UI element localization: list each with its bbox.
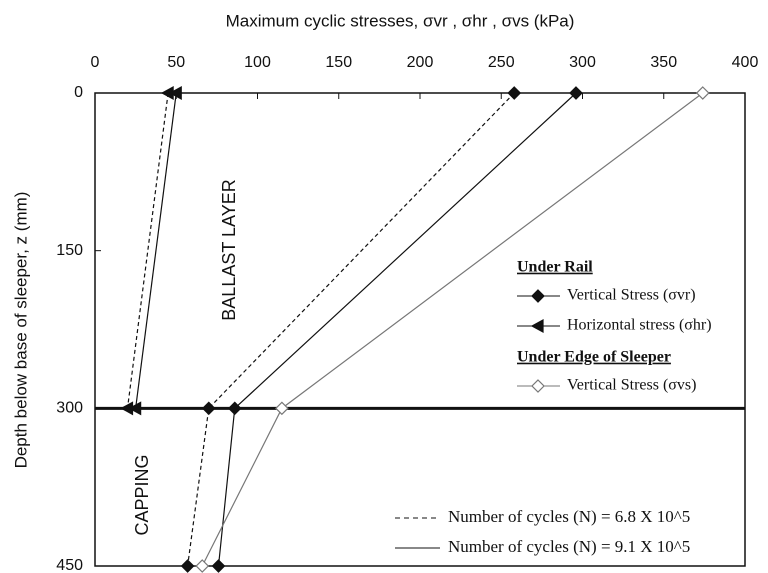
data-point xyxy=(569,86,583,100)
x-tick-label: 400 xyxy=(732,54,759,71)
y-axis-label: Depth below base of sleeper, z (mm) xyxy=(11,192,30,469)
legend-marker xyxy=(531,379,545,393)
x-tick-label: 200 xyxy=(407,54,434,71)
legend-label: Number of cycles (N) = 9.1 X 10^5 xyxy=(448,537,690,556)
x-tick-label: 0 xyxy=(91,54,100,71)
chart-title: Maximum cyclic stresses, σvr , σhr , σvs… xyxy=(226,11,575,30)
data-point xyxy=(227,401,242,416)
data-point xyxy=(211,559,226,573)
legend-label: Horizontal stress (σhr) xyxy=(567,317,712,334)
x-tick-label: 300 xyxy=(569,54,596,71)
series-line xyxy=(135,92,177,409)
y-tick-label: 150 xyxy=(56,242,83,259)
x-tick-label: 50 xyxy=(167,54,185,71)
series-line xyxy=(126,92,169,409)
data-point xyxy=(128,401,142,416)
data-point xyxy=(180,559,195,573)
legend-title: Under Edge of Sleeper xyxy=(517,349,671,366)
y-tick-label: 450 xyxy=(56,557,83,573)
data-point xyxy=(201,401,216,416)
legend-label: Vertical Stress (σvr) xyxy=(567,287,696,304)
x-tick-label: 150 xyxy=(325,54,352,71)
x-tick-label: 250 xyxy=(488,54,515,71)
legend-label: Vertical Stress (σvs) xyxy=(567,377,696,394)
series-line xyxy=(187,92,515,567)
x-tick-label: 100 xyxy=(244,54,271,71)
legend-title: Under Rail xyxy=(517,259,593,276)
legend-marker xyxy=(531,289,545,303)
data-point xyxy=(507,86,522,100)
x-tick-label: 350 xyxy=(650,54,677,71)
y-tick-label: 300 xyxy=(56,400,83,417)
data-point xyxy=(695,86,710,100)
data-point xyxy=(168,85,182,101)
data-point xyxy=(195,559,210,573)
annotation: CAPPING xyxy=(132,454,152,535)
series-line xyxy=(217,92,577,567)
annotation: BALLAST LAYER xyxy=(219,179,239,320)
legend-marker xyxy=(530,318,544,334)
y-tick-label: 0 xyxy=(74,84,83,101)
legend-label: Number of cycles (N) = 6.8 X 10^5 xyxy=(448,507,690,526)
data-point xyxy=(275,401,289,416)
